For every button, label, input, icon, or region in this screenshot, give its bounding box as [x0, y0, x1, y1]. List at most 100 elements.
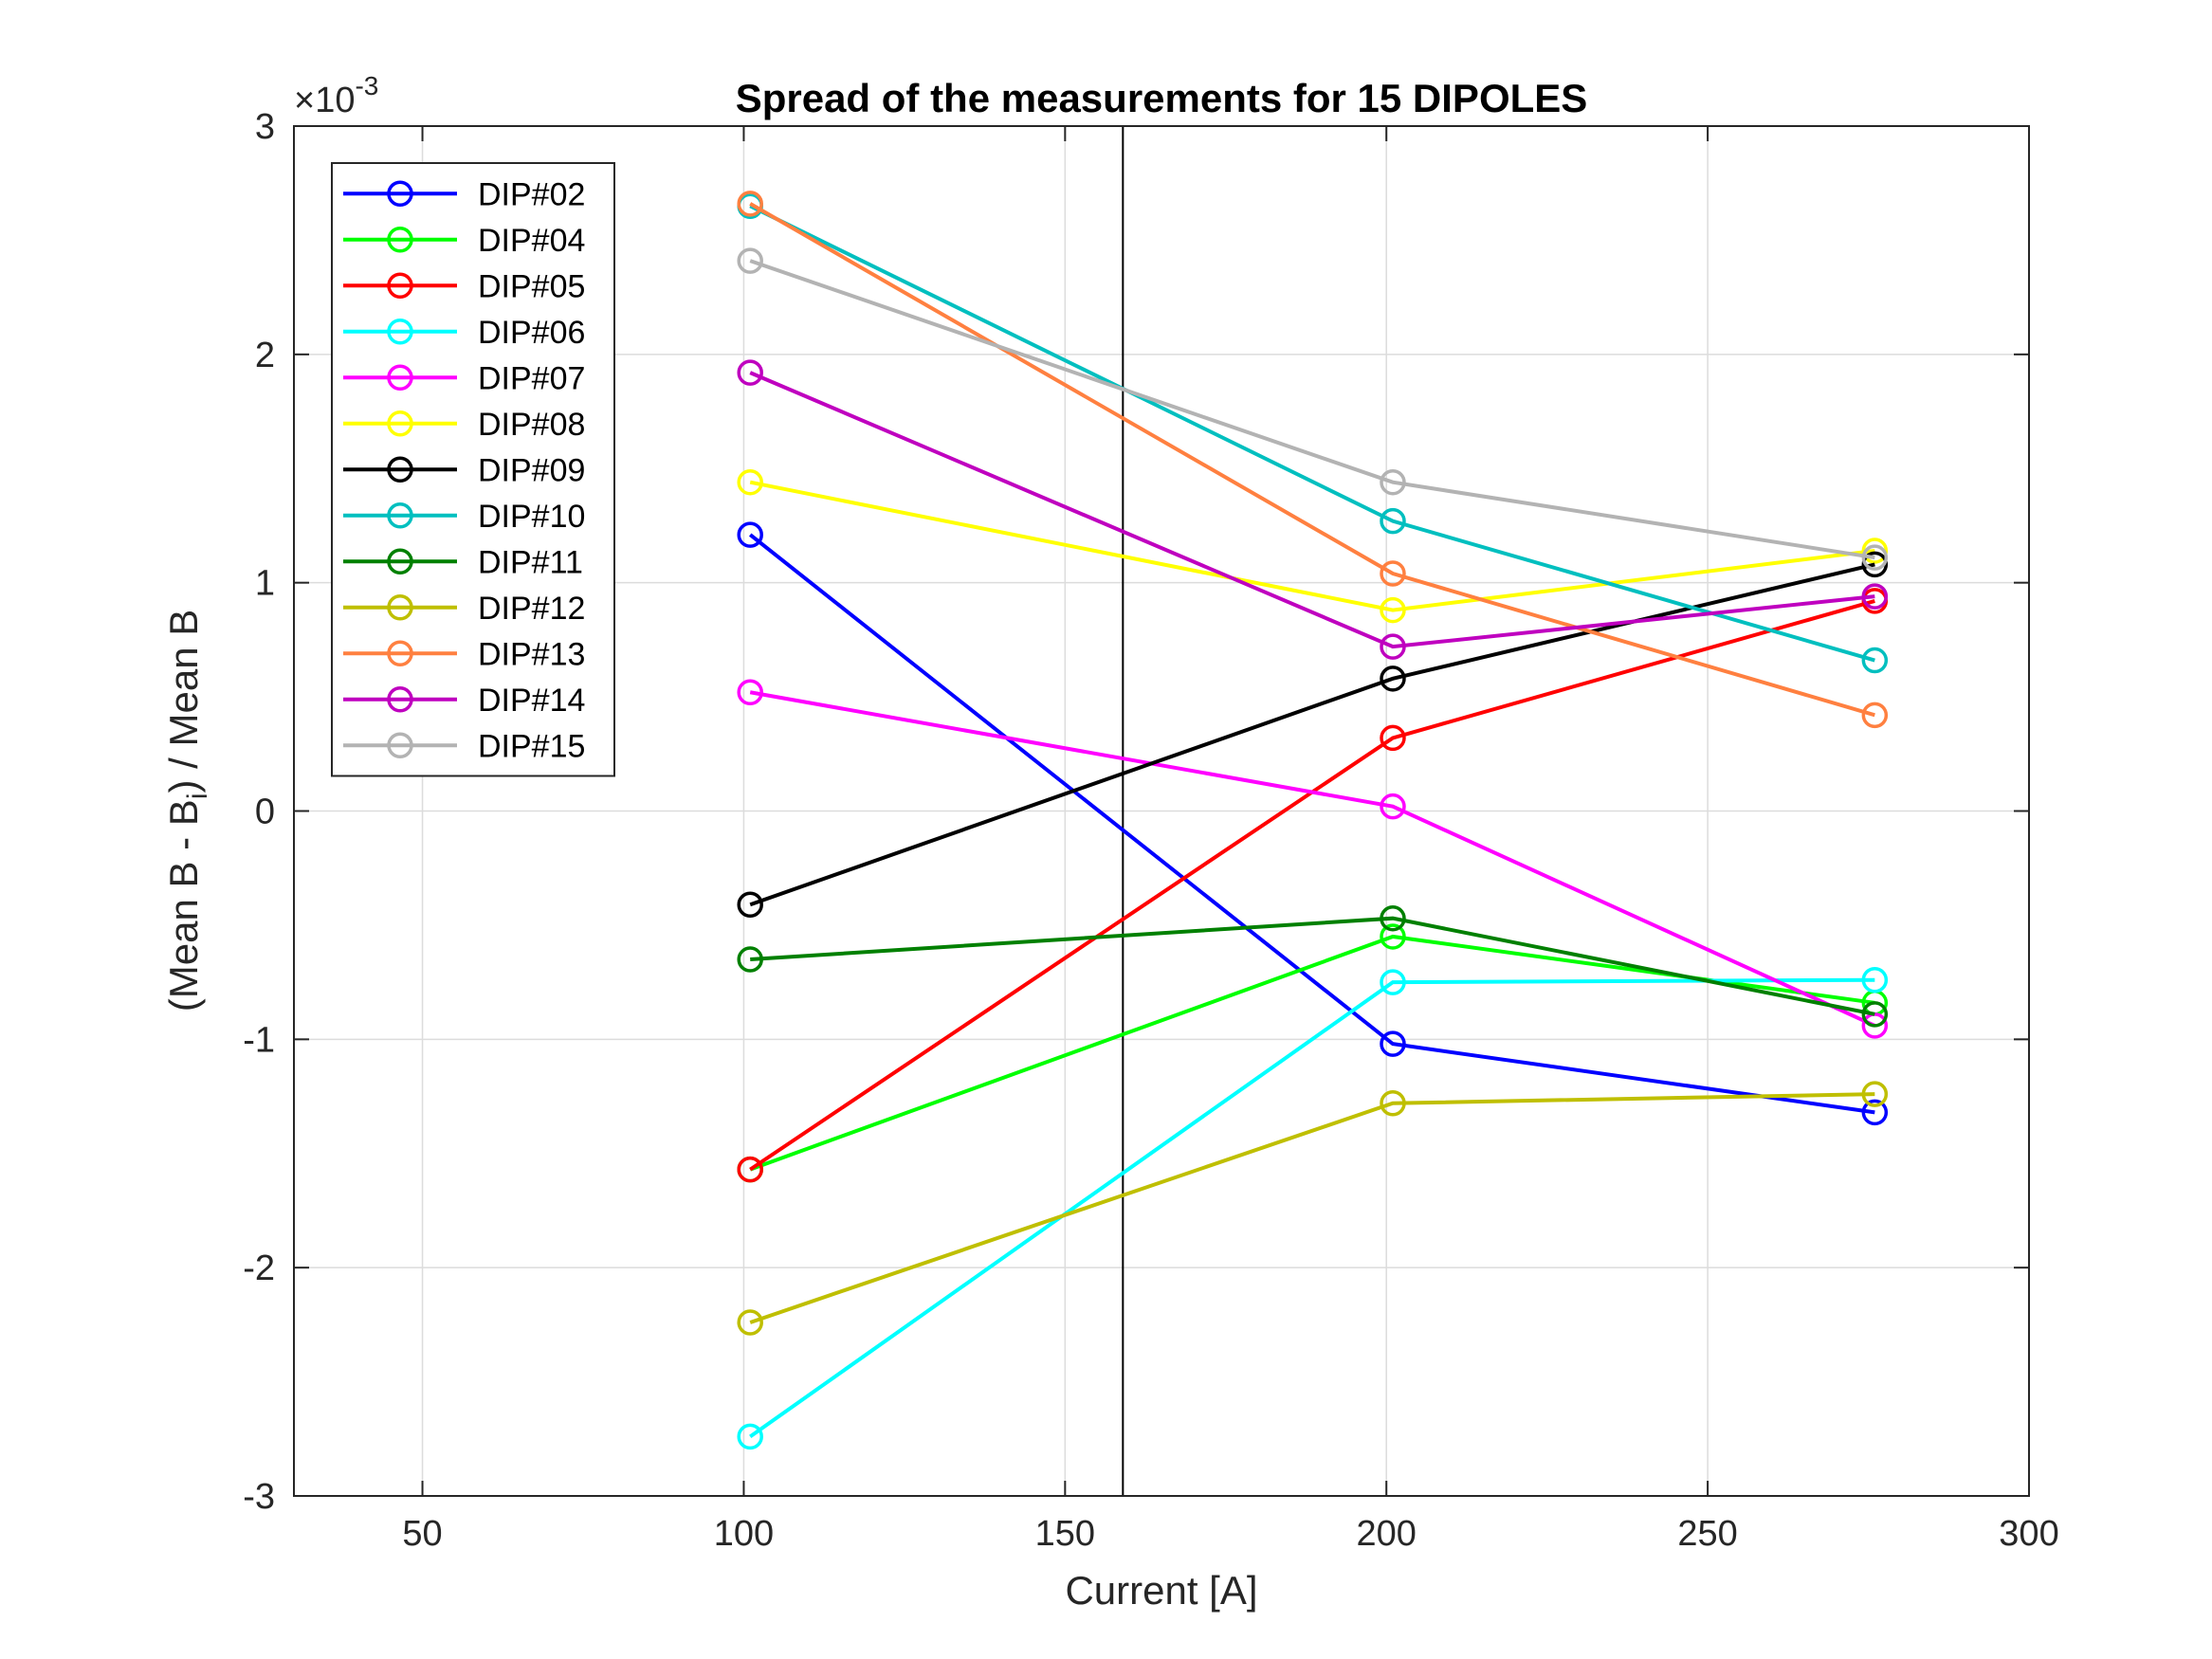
data-point: [1380, 507, 1406, 535]
data-point: [1861, 583, 1889, 610]
legend-label: DIP#09: [478, 452, 585, 488]
data-point: [1380, 560, 1406, 587]
x-tick-label: 250: [1677, 1514, 1737, 1554]
y-axis-label-sub: i: [182, 793, 213, 800]
x-tick-label: 200: [1357, 1514, 1417, 1554]
y-tick-label: 0: [255, 793, 275, 832]
series-line: [749, 480, 1875, 612]
series-dip-09: [737, 551, 1889, 918]
series-dip-11: [737, 904, 1889, 1028]
data-point: [1380, 596, 1406, 624]
legend-label: DIP#02: [478, 176, 585, 212]
legend-swatch-marker: [387, 732, 413, 758]
legend-label: DIP#08: [478, 407, 585, 443]
data-point: [737, 946, 763, 973]
data-point: [737, 1309, 763, 1336]
legend-swatch-marker: [387, 548, 413, 574]
x-tick-label: 100: [714, 1514, 774, 1554]
data-point: [737, 468, 763, 496]
x-axis-label: Current [A]: [1065, 1568, 1257, 1613]
y-axis-exponent-power: -3: [355, 71, 378, 100]
y-axis-label: (Mean B - Bi) / Mean B: [161, 610, 213, 1012]
legend-label: DIP#07: [478, 360, 585, 396]
series-line: [749, 202, 1875, 718]
y-tick-label: -2: [243, 1249, 275, 1288]
series-line: [749, 690, 1876, 1028]
data-point: [1861, 647, 1889, 674]
legend-swatch-marker: [387, 594, 413, 621]
legend-label: DIP#11: [478, 544, 583, 580]
data-point: [1380, 923, 1406, 950]
legend-item: DIP#06: [343, 315, 585, 351]
legend-item: DIP#05: [343, 268, 585, 304]
data-point: [737, 359, 763, 386]
data-point: [1380, 1090, 1406, 1117]
legend-label: DIP#10: [478, 499, 585, 535]
data-point: [1861, 702, 1889, 729]
legend-swatch-marker: [387, 364, 413, 391]
legend-item: DIP#08: [343, 407, 585, 443]
y-tick-label: 3: [255, 107, 275, 147]
data-point: [1380, 969, 1406, 995]
ticks: 50 100 150 200 250 300 -3 -2 -1 0 1 2 3: [243, 107, 2059, 1554]
data-point: [1380, 904, 1406, 932]
data-point: [1861, 966, 1889, 994]
data-point: [737, 891, 763, 918]
legend-swatch-marker: [387, 272, 413, 299]
y-axis-label-post: ) / Mean B: [161, 610, 206, 793]
legend-item: DIP#12: [343, 591, 585, 627]
series-line: [749, 562, 1875, 907]
series-line: [749, 259, 1875, 560]
series-line: [749, 599, 1875, 1172]
legend-label: DIP#04: [478, 223, 585, 259]
legend-swatch-marker: [387, 502, 413, 529]
grid: [294, 125, 2030, 1497]
y-axis-exponent: ×10-3: [294, 71, 378, 120]
series-line: [750, 916, 1875, 1016]
legend-label: DIP#15: [478, 728, 585, 764]
legend-item: DIP#14: [343, 683, 585, 719]
series-dip-08: [737, 468, 1889, 624]
series-line: [749, 1092, 1875, 1324]
data-point: [1861, 1099, 1889, 1126]
legend-label: DIP#13: [478, 636, 585, 672]
data-point: [1380, 633, 1406, 660]
series-line: [749, 371, 1875, 649]
data-point: [1861, 1001, 1889, 1028]
y-axis-exponent-base: ×10: [294, 81, 355, 120]
data-point: [1861, 544, 1889, 571]
series-line: [748, 533, 1875, 1115]
legend-item: DIP#10: [343, 499, 585, 535]
legend-swatch-marker: [387, 227, 413, 253]
data-point: [737, 679, 763, 706]
data-point: [1380, 468, 1406, 496]
data-point: [1380, 1030, 1406, 1057]
series-dip-02: [737, 521, 1889, 1126]
legend-swatch-marker: [387, 640, 413, 666]
legend: DIP#02 DIP#04 DIP#05 DIP#06 DIP#07 DIP#08 DIP#…: [331, 162, 615, 777]
y-tick-label: -3: [243, 1477, 275, 1517]
series-dip-12: [737, 1081, 1889, 1336]
legend-item: DIP#04: [343, 223, 585, 259]
data-point: [737, 191, 763, 217]
legend-item: DIP#02: [343, 176, 585, 212]
x-tick-label: 300: [1999, 1514, 2058, 1554]
legend-swatch-marker: [387, 456, 413, 483]
x-tick-label: 150: [1035, 1514, 1095, 1554]
data-point: [1861, 1012, 1889, 1039]
data-point: [1861, 1081, 1889, 1107]
series-dip-07: [737, 679, 1889, 1039]
legend-swatch-marker: [387, 686, 413, 713]
series-dip-15: [737, 247, 1889, 571]
legend-item: DIP#11: [343, 544, 583, 580]
data-point: [1380, 665, 1406, 692]
legend-label: DIP#12: [478, 591, 585, 627]
legend-item: DIP#09: [343, 452, 585, 488]
data-point: [1380, 793, 1406, 820]
x-tick-label: 50: [402, 1514, 442, 1554]
legend-swatch-marker: [387, 410, 413, 437]
y-tick-label: 1: [255, 564, 275, 604]
y-tick-label: -1: [243, 1020, 275, 1060]
y-tick-label: 2: [255, 336, 275, 375]
